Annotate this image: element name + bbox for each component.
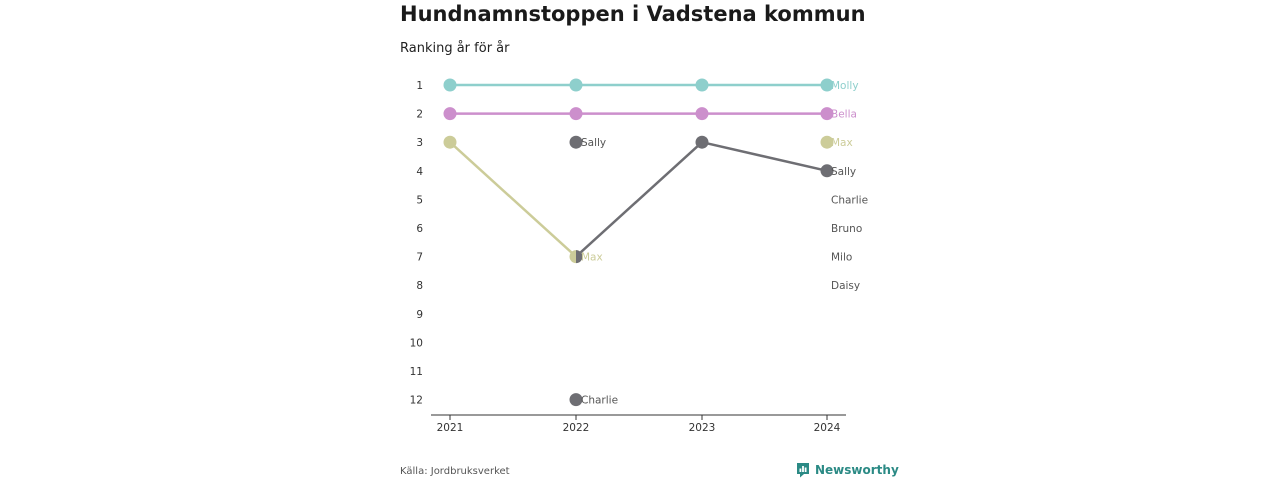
x-tick-label: 2021 bbox=[437, 422, 464, 434]
y-tick-label: 12 bbox=[410, 395, 423, 407]
series-point-max bbox=[820, 135, 834, 149]
series-point-molly bbox=[820, 78, 834, 92]
y-tick-label: 8 bbox=[416, 280, 423, 292]
end-label-bella: Bella bbox=[831, 109, 857, 121]
point-label-max: Max bbox=[581, 252, 603, 264]
series-line-sally bbox=[700, 140, 829, 173]
y-tick-label: 4 bbox=[416, 166, 423, 178]
source-note: Källa: Jordbruksverket bbox=[400, 466, 510, 477]
series-point-sally bbox=[820, 164, 834, 178]
y-tick-label: 7 bbox=[416, 252, 423, 264]
series-point-bella bbox=[569, 107, 583, 121]
series-point-bella bbox=[820, 107, 834, 121]
y-tick-label: 11 bbox=[410, 366, 423, 378]
x-tick-label: 2024 bbox=[814, 422, 841, 434]
series-point-max bbox=[443, 135, 457, 149]
extra-point-sally bbox=[569, 135, 583, 149]
series-point-molly bbox=[443, 78, 457, 92]
y-tick-label: 9 bbox=[416, 309, 423, 321]
chart-subtitle: Ranking år för år bbox=[400, 41, 510, 56]
x-tick-label: 2022 bbox=[563, 422, 590, 434]
end-label-milo: Milo bbox=[831, 252, 852, 264]
brand-name: Newsworthy bbox=[815, 463, 899, 477]
series-line-max bbox=[448, 140, 578, 258]
y-tick-label: 5 bbox=[416, 194, 423, 206]
y-tick-label: 2 bbox=[416, 109, 423, 121]
y-tick-label: 10 bbox=[410, 337, 423, 349]
y-tick-label: 3 bbox=[416, 137, 423, 149]
x-tick-label: 2023 bbox=[689, 422, 716, 434]
point-label-sally: Sally bbox=[581, 137, 606, 149]
end-label-sally: Sally bbox=[831, 166, 856, 178]
series-line-sally bbox=[574, 140, 704, 258]
y-tick-label: 1 bbox=[416, 80, 423, 92]
extra-point-charlie bbox=[569, 393, 583, 407]
bar-chart-icon bbox=[797, 463, 809, 478]
series-point-sally bbox=[695, 135, 709, 149]
end-label-charlie: Charlie bbox=[831, 194, 868, 206]
series-point-bella bbox=[443, 107, 457, 121]
y-tick-label: 6 bbox=[416, 223, 423, 235]
series-point-molly bbox=[569, 78, 583, 92]
end-label-max: Max bbox=[831, 137, 853, 149]
series-point-bella bbox=[695, 107, 709, 121]
chart-title: Hundnamnstoppen i Vadstena kommun bbox=[400, 2, 866, 26]
brand-logo: Newsworthy bbox=[796, 462, 899, 478]
end-label-daisy: Daisy bbox=[831, 280, 860, 292]
point-label-charlie: Charlie bbox=[581, 395, 618, 407]
series-point-sally bbox=[576, 250, 583, 264]
end-label-bruno: Bruno bbox=[831, 223, 862, 235]
end-label-molly: Molly bbox=[831, 80, 859, 92]
series-point-molly bbox=[695, 78, 709, 92]
